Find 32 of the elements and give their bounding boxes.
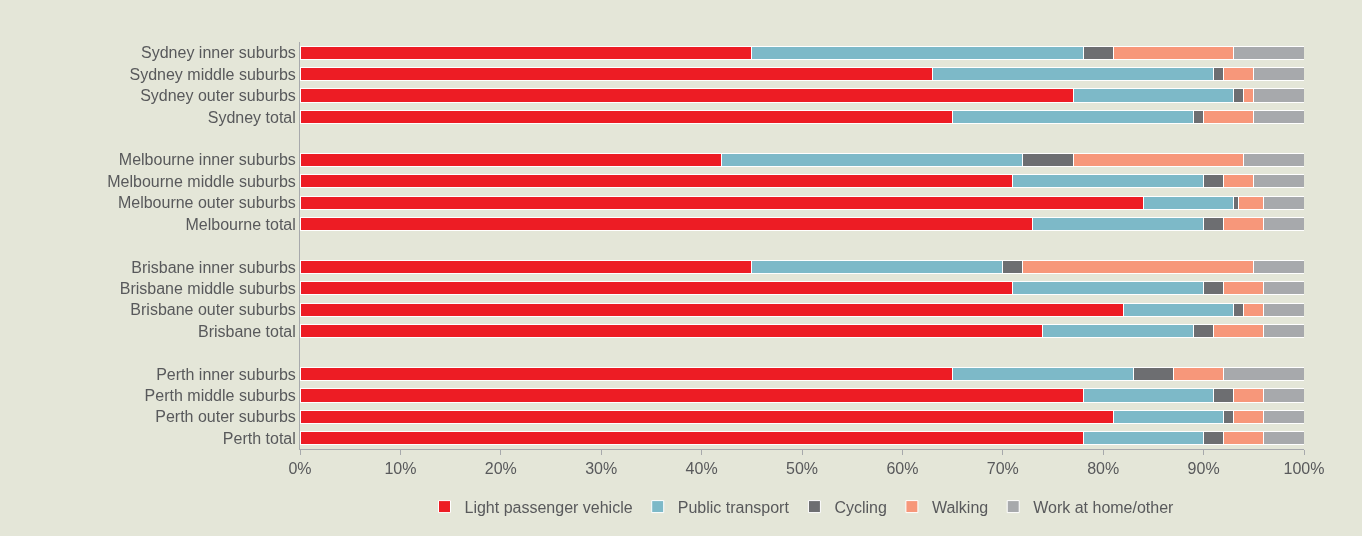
y-tick-label: Perth middle suburbs: [144, 387, 296, 405]
y-tick-label: Perth inner suburbs: [156, 365, 296, 383]
x-tick-label: 10%: [384, 460, 417, 478]
x-tick-label: 30%: [585, 460, 618, 478]
x-tick-label: 100%: [1283, 460, 1325, 478]
y-tick-label: Melbourne total: [185, 215, 296, 233]
legend-label: Walking: [931, 498, 989, 516]
y-tick-label: Sydney inner suburbs: [141, 44, 296, 62]
x-tick-label: 50%: [785, 460, 819, 478]
x-tick-label: 0%: [288, 460, 312, 478]
y-tick-label: Brisbane outer suburbs: [130, 301, 296, 319]
y-tick-label: Brisbane total: [197, 322, 296, 340]
y-tick-label: Perth outer suburbs: [155, 408, 296, 426]
y-tick-label: Sydney total: [207, 108, 296, 126]
y-tick-label: Melbourne middle suburbs: [107, 172, 296, 190]
y-tick-label: Brisbane middle suburbs: [119, 279, 296, 297]
y-tick-label: Perth total: [222, 429, 296, 447]
x-tick-label: 80%: [1087, 460, 1120, 478]
legend-label: Public transport: [677, 498, 790, 516]
x-tick-label: 90%: [1187, 460, 1220, 478]
x-tick-label: 20%: [484, 460, 517, 478]
x-tick-label: 70%: [986, 460, 1019, 478]
x-tick-label: 40%: [685, 460, 718, 478]
y-tick-label: Melbourne inner suburbs: [118, 151, 296, 169]
legend-label: Cycling: [834, 498, 887, 516]
x-tick-label: 60%: [886, 460, 919, 478]
y-tick-label: Brisbane inner suburbs: [131, 258, 296, 276]
legend-label: Light passenger vehicle: [464, 498, 633, 516]
legend-label: Work at home/other: [1033, 498, 1175, 516]
y-tick-label: Sydney outer suburbs: [140, 87, 296, 105]
y-tick-label: Melbourne outer suburbs: [117, 194, 296, 212]
y-tick-label: Sydney middle suburbs: [129, 65, 296, 83]
